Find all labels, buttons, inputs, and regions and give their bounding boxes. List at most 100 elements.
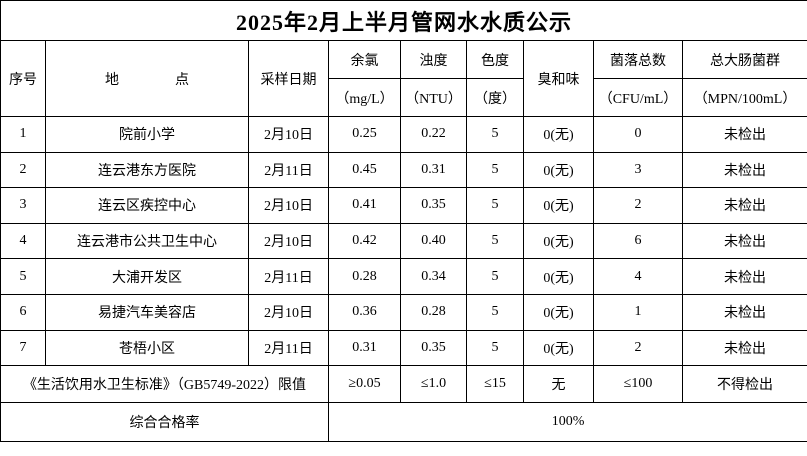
cell-turbidity: 0.34	[400, 258, 467, 295]
header-location: 地 点	[45, 40, 249, 117]
limit-color: ≤15	[466, 365, 524, 404]
cell-coliform: 未检出	[681, 329, 807, 367]
limit-row-label: 《生活饮用水卫生标准》（GB5749-2022）限值	[0, 365, 329, 404]
table-row: 7 苍梧小区 2月11日 0.31 0.35 5 0(无) 2 未检出	[0, 329, 807, 367]
cell-coliform: 未检出	[681, 151, 807, 189]
limit-chlorine: ≥0.05	[328, 365, 401, 404]
header-coliform: 总大肠菌群	[681, 40, 807, 79]
header-row-2: （mg/L） （NTU） （度） （CFU/mL） （MPN/100mL）	[1, 78, 807, 117]
header-seq: 序号	[0, 40, 46, 117]
summary-row: 综合合格率 100%	[0, 402, 807, 443]
limit-row: 《生活饮用水卫生标准》（GB5749-2022）限值 ≥0.05 ≤1.0 ≤1…	[0, 365, 807, 404]
cell-chlorine: 0.45	[328, 151, 401, 189]
header-color: 色度	[466, 40, 524, 79]
cell-sample-date: 2月10日	[248, 293, 329, 331]
cell-odor: 0(无)	[523, 187, 594, 224]
header-row-1: 序号 地 点 采样日期 余氯 浊度 色度 臭和味 菌落总数 总大肠菌群	[0, 40, 807, 117]
cell-color: 5	[466, 258, 524, 295]
table-row: 4 连云港市公共卫生中心 2月10日 0.42 0.40 5 0(无) 6 未检…	[0, 222, 807, 260]
cell-chlorine: 0.36	[328, 293, 401, 331]
cell-turbidity: 0.40	[400, 222, 467, 260]
cell-seq: 5	[0, 258, 46, 295]
cell-odor: 0(无)	[523, 222, 594, 260]
cell-chlorine: 0.31	[328, 329, 401, 367]
table-row: 2 连云港东方医院 2月11日 0.45 0.31 5 0(无) 3 未检出	[0, 151, 807, 189]
cell-location: 易捷汽车美容店	[45, 293, 249, 331]
summary-value: 100%	[327, 402, 807, 443]
cell-turbidity: 0.28	[400, 293, 467, 331]
header-odor: 臭和味	[523, 40, 594, 117]
table-row: 6 易捷汽车美容店 2月10日 0.36 0.28 5 0(无) 1 未检出	[0, 293, 807, 331]
cell-chlorine: 0.28	[328, 258, 401, 295]
cell-seq: 3	[0, 187, 46, 224]
cell-location: 连云港东方医院	[45, 151, 249, 189]
cell-coliform: 未检出	[681, 187, 807, 224]
page-title: 2025年2月上半月管网水水质公示	[0, 0, 807, 41]
cell-seq: 4	[0, 222, 46, 260]
cell-chlorine: 0.41	[328, 187, 401, 224]
limit-coliform: 不得检出	[681, 365, 807, 404]
cell-chlorine: 0.25	[328, 116, 401, 153]
limit-odor: 无	[523, 365, 594, 404]
cell-odor: 0(无)	[523, 258, 594, 295]
table-row: 3 连云区疾控中心 2月10日 0.41 0.35 5 0(无) 2 未检出	[0, 187, 807, 224]
cell-turbidity: 0.35	[400, 329, 467, 367]
cell-colony-count: 2	[593, 187, 683, 224]
header-chlorine-unit: （mg/L）	[328, 78, 401, 117]
cell-location: 连云区疾控中心	[45, 187, 249, 224]
cell-location: 连云港市公共卫生中心	[45, 222, 249, 260]
cell-location: 院前小学	[45, 116, 249, 153]
cell-odor: 0(无)	[523, 116, 594, 153]
cell-colony-count: 6	[593, 222, 683, 260]
cell-color: 5	[466, 222, 524, 260]
cell-color: 5	[466, 151, 524, 189]
summary-label: 综合合格率	[0, 402, 329, 443]
cell-odor: 0(无)	[523, 293, 594, 331]
cell-color: 5	[466, 116, 524, 153]
cell-sample-date: 2月10日	[248, 187, 329, 224]
cell-sample-date: 2月11日	[248, 151, 329, 189]
header-turbidity: 浊度	[400, 40, 467, 79]
header-colony-count-unit: （CFU/mL）	[593, 78, 683, 117]
cell-sample-date: 2月10日	[248, 116, 329, 153]
cell-sample-date: 2月11日	[248, 329, 329, 367]
cell-turbidity: 0.35	[400, 187, 467, 224]
table-row: 5 大浦开发区 2月11日 0.28 0.34 5 0(无) 4 未检出	[0, 258, 807, 295]
cell-seq: 1	[0, 116, 46, 153]
header-turbidity-unit: （NTU）	[400, 78, 467, 117]
cell-coliform: 未检出	[681, 293, 807, 331]
cell-color: 5	[466, 329, 524, 367]
cell-coliform: 未检出	[681, 258, 807, 295]
cell-colony-count: 2	[593, 329, 683, 367]
cell-seq: 6	[0, 293, 46, 331]
cell-location: 苍梧小区	[45, 329, 249, 367]
cell-sample-date: 2月11日	[248, 258, 329, 295]
table-row: 1 院前小学 2月10日 0.25 0.22 5 0(无) 0 未检出	[0, 116, 807, 153]
cell-location: 大浦开发区	[45, 258, 249, 295]
title-row: 2025年2月上半月管网水水质公示	[0, 0, 807, 41]
cell-odor: 0(无)	[523, 151, 594, 189]
cell-turbidity: 0.31	[400, 151, 467, 189]
cell-colony-count: 0	[593, 116, 683, 153]
header-colony-count: 菌落总数	[593, 40, 683, 79]
cell-color: 5	[466, 187, 524, 224]
cell-seq: 2	[0, 151, 46, 189]
cell-colony-count: 1	[593, 293, 683, 331]
limit-colony-count: ≤100	[593, 365, 683, 404]
header-sample-date: 采样日期	[248, 40, 329, 117]
header-chlorine: 余氯	[328, 40, 401, 79]
cell-coliform: 未检出	[681, 222, 807, 260]
header-coliform-unit: （MPN/100mL）	[681, 78, 807, 117]
cell-turbidity: 0.22	[400, 116, 467, 153]
cell-coliform: 未检出	[681, 116, 807, 153]
limit-turbidity: ≤1.0	[400, 365, 467, 404]
cell-color: 5	[466, 293, 524, 331]
header-color-unit: （度）	[466, 78, 524, 117]
cell-colony-count: 3	[593, 151, 683, 189]
water-quality-table: 2025年2月上半月管网水水质公示 序号 地 点 采样日期 余氯 浊度 色度 臭…	[0, 0, 807, 443]
cell-colony-count: 4	[593, 258, 683, 295]
cell-chlorine: 0.42	[328, 222, 401, 260]
cell-odor: 0(无)	[523, 329, 594, 367]
cell-seq: 7	[0, 329, 46, 367]
cell-sample-date: 2月10日	[248, 222, 329, 260]
